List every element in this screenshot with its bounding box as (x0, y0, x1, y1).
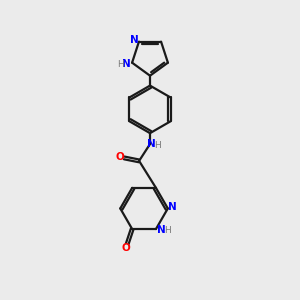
Text: N: N (157, 225, 165, 235)
Text: N: N (168, 202, 177, 212)
Text: N: N (130, 35, 139, 45)
Text: H: H (154, 140, 161, 149)
Text: H: H (117, 60, 124, 69)
Text: O: O (116, 152, 124, 162)
Text: H: H (164, 226, 171, 235)
Text: N: N (147, 140, 155, 149)
Text: O: O (122, 243, 130, 253)
Text: N: N (122, 59, 131, 69)
